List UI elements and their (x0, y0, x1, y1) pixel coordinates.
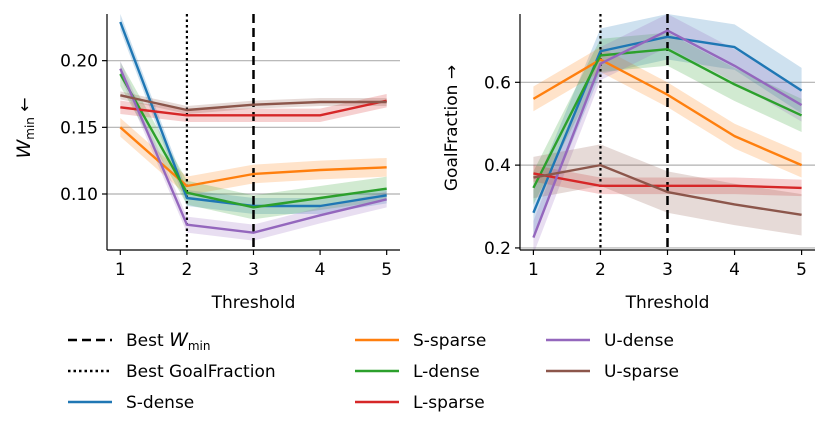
wmin-x-tick-label: 4 (315, 260, 326, 280)
wmin-y-tick-label: 0.15 (60, 118, 98, 138)
legend-label-l-sparse: L-sparse (413, 393, 485, 413)
goalfraction-y-tick-label: 0.2 (484, 239, 511, 259)
goalfraction-x-tick-label: 5 (796, 260, 807, 280)
wmin-y-axis-label: Wmin ← (13, 97, 37, 158)
goalfraction-x-axis-label: Threshold (625, 293, 710, 313)
goalfraction-y-tick-label: 0.4 (484, 156, 511, 176)
goalfraction-x-tick-label: 1 (528, 260, 539, 280)
goalfraction-y-axis-label: GoalFraction → (442, 65, 462, 191)
wmin-x-axis-label: Threshold (211, 293, 296, 313)
legend-label-l-dense: L-dense (413, 362, 480, 382)
wmin-band-s-dense (120, 14, 387, 214)
goalfraction-chart-panel: 1 2 3 4 5 0.2 0.4 0.6 Threshold GoalFraction → (442, 14, 815, 313)
legend-label-s-sparse: S-sparse (413, 331, 486, 351)
wmin-x-tick-label: 3 (248, 260, 259, 280)
goalfraction-x-tick-label: 2 (595, 260, 606, 280)
wmin-band-s-sparse (120, 118, 387, 196)
legend-label-best-wmin: Best Wmin (126, 329, 211, 353)
legend: Best Wmin Best GoalFraction S-dense S-spars… (68, 329, 679, 413)
legend-label-best-goalfraction: Best GoalFraction (126, 362, 276, 382)
goalfraction-band-l-sparse (533, 165, 802, 197)
wmin-x-tick-label: 5 (381, 260, 392, 280)
wmin-chart-panel: 1 2 3 4 5 0.10 0.15 0.20 Threshold Wmin ← (13, 14, 400, 313)
goalfraction-band-u-dense (533, 14, 802, 255)
goalfraction-y-tick-label: 0.6 (484, 73, 511, 93)
wmin-band-l-dense (120, 62, 387, 220)
wmin-y-tick-label: 0.20 (60, 52, 98, 72)
goalfraction-band-l-dense (533, 32, 802, 205)
wmin-y-tick-label: 0.10 (60, 185, 98, 205)
legend-label-u-sparse: U-sparse (604, 362, 679, 382)
legend-label-u-dense: U-dense (604, 331, 674, 351)
wmin-x-tick-label: 2 (181, 260, 192, 280)
goalfraction-x-tick-label: 3 (662, 260, 673, 280)
goalfraction-x-tick-label: 4 (729, 260, 740, 280)
wmin-x-tick-label: 1 (115, 260, 126, 280)
legend-label-s-dense: S-dense (126, 393, 194, 413)
goalfraction-band-s-sparse (533, 47, 802, 178)
